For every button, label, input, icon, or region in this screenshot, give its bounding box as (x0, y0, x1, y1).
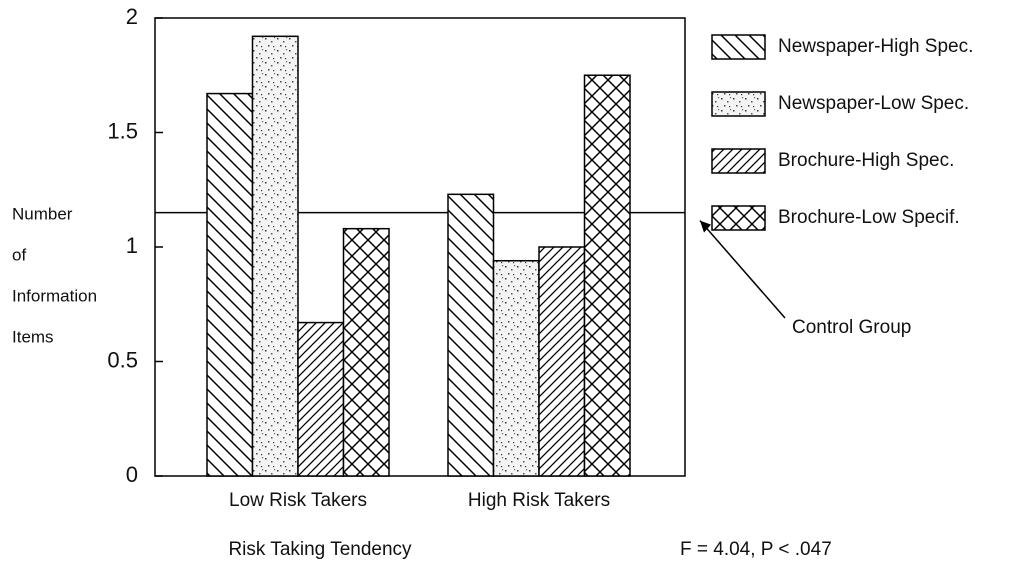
bar (251, 35, 299, 477)
legend-swatch (711, 34, 766, 60)
x-tick-label: Low Risk Takers (229, 490, 367, 511)
bar (447, 193, 495, 477)
y-axis-label: Number (12, 204, 73, 223)
annotation: F = 4.04, P < .047 (680, 539, 832, 560)
legend-swatch (711, 148, 766, 174)
legend-label: Brochure-High Spec. (778, 150, 954, 171)
bar (342, 227, 390, 477)
y-axis-label: Items (12, 327, 54, 346)
y-axis-label: of (12, 245, 26, 264)
y-tick-label: 0 (126, 462, 138, 487)
legend-label: Brochure-Low Specif. (778, 207, 960, 228)
bar (538, 246, 586, 477)
y-tick-label: 1.5 (107, 118, 138, 143)
bar (297, 321, 345, 477)
bar (206, 92, 254, 477)
y-tick-label: 0.5 (107, 347, 138, 372)
legend-swatch (711, 91, 766, 117)
y-tick-label: 1 (126, 233, 138, 258)
reference-arrowhead (700, 220, 711, 233)
legend-label: Newspaper-High Spec. (778, 36, 973, 57)
x-tick-label: High Risk Takers (468, 490, 610, 511)
legend-label: Newspaper-Low Spec. (778, 93, 969, 114)
reference-label: Control Group (792, 317, 911, 338)
bar (492, 259, 540, 477)
legend-swatch (711, 205, 766, 231)
reference-arrow (699, 220, 786, 319)
bar (583, 74, 631, 477)
x-axis-label: Risk Taking Tendency (228, 539, 412, 560)
y-tick-label: 2 (126, 4, 138, 29)
y-axis-label: Information (12, 286, 97, 305)
